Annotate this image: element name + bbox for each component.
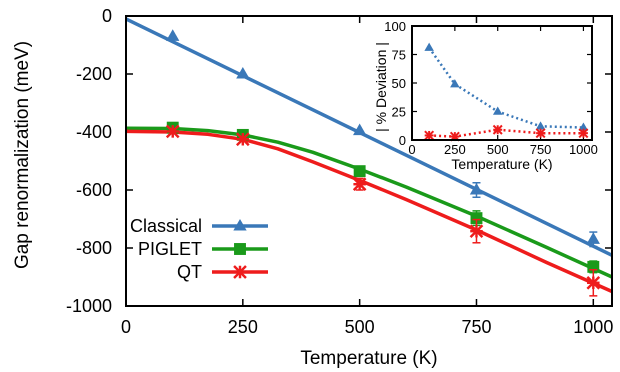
- inset-y-tick-label-1: 25: [392, 105, 406, 120]
- inset-frame: [411, 25, 593, 141]
- y-tick-label-5: -1000: [66, 296, 112, 316]
- inset-x-axis-label: Temperature (K): [451, 156, 552, 172]
- data-point-piglet-4: [587, 260, 600, 273]
- data-point-qt-0: [165, 124, 180, 139]
- legend-label-classical: Classical: [130, 216, 202, 236]
- data-point-piglet-2: [353, 165, 366, 178]
- data-point-qt-4: [586, 275, 601, 290]
- inset-data-point-0-2: [492, 106, 503, 115]
- plot-frame: [125, 15, 613, 307]
- legend-marker-qt: [233, 265, 247, 279]
- inset-x-tick-label-3: 750: [530, 142, 552, 157]
- inset-x-tick-label-4: 1000: [569, 142, 598, 157]
- inset-data-point-1-4: [578, 128, 589, 139]
- legend-label-qt: QT: [177, 262, 202, 282]
- legend-label-piglet: PIGLET: [138, 239, 202, 259]
- data-point-classical-0: [166, 29, 180, 41]
- x-tick-label-4: 1000: [573, 317, 613, 337]
- x-tick-label-1: 250: [228, 317, 258, 337]
- series-line-classical: [125, 17, 613, 257]
- inset-data-point-0-4: [578, 122, 589, 131]
- inset-data-point-0-0: [424, 42, 434, 51]
- legend-marker-piglet: [234, 243, 246, 255]
- inset-y-tick-label-4: 100: [384, 19, 406, 34]
- data-point-classical-3: [469, 183, 484, 195]
- x-tick-label-3: 750: [461, 317, 491, 337]
- inset-y-tick-label-3: 75: [392, 48, 406, 63]
- y-tick-label-0: 0: [102, 6, 112, 26]
- inset-y-tick-label-0: 0: [399, 133, 406, 148]
- y-tick-label-4: -800: [76, 238, 112, 258]
- inset-data-point-1-0: [424, 130, 435, 141]
- data-point-qt-1: [236, 132, 250, 147]
- data-point-classical-4: [586, 232, 600, 244]
- inset-data-point-0-1: [450, 79, 460, 88]
- x-tick-label-2: 500: [345, 317, 375, 337]
- inset-background: [412, 26, 592, 140]
- inset-data-point-1-3: [535, 128, 546, 139]
- main-chart: 0 250 500 750 10000-200-400-600-800-1000Temp…: [12, 6, 613, 369]
- x-tick-label-0: 0: [121, 317, 131, 337]
- inset-series-line-1: [429, 128, 584, 138]
- series-line-qt: [125, 129, 613, 294]
- y-tick-label-3: -600: [76, 180, 112, 200]
- legend-marker-classical: [233, 219, 247, 231]
- y-axis-label: Gap renormalization (meV): [12, 41, 33, 269]
- inset-y-tick-label-2: 50: [392, 76, 406, 91]
- x-axis-label: Temperature (K): [300, 348, 437, 369]
- data-point-qt-2: [352, 177, 367, 192]
- inset-x-tick-label-2: 500: [487, 142, 509, 157]
- inset-x-tick-label-0: 0: [408, 142, 415, 157]
- data-point-classical-2: [353, 123, 367, 136]
- inset-x-tick-label-1: 250: [444, 142, 466, 157]
- data-point-piglet-3: [470, 212, 483, 225]
- y-tick-label-2: -400: [76, 122, 112, 142]
- inset-data-point-1-2: [492, 124, 503, 135]
- inset-data-point-0-3: [535, 121, 546, 130]
- inset-chart: 0 250 500 750 1000 0 25 50 75 100 Temperature (K) |…: [373, 19, 598, 172]
- y-tick-label-1: -200: [76, 64, 112, 84]
- data-point-qt-3: [469, 224, 484, 238]
- inset-y-axis-label: | % Deviation |: [373, 42, 389, 132]
- series-line-piglet: [125, 126, 613, 279]
- data-point-classical-1: [236, 67, 250, 79]
